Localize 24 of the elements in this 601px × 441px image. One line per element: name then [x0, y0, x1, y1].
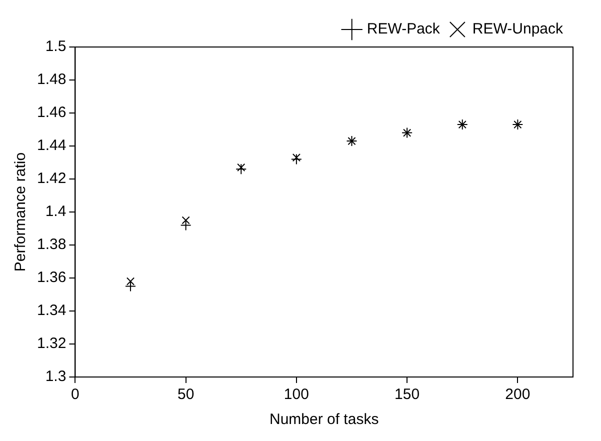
x-axis-title: Number of tasks: [269, 411, 379, 428]
point: [290, 154, 302, 165]
y-tick-label: 1.48: [36, 71, 66, 88]
y-tick-label: 1.38: [36, 236, 66, 254]
x-tick-label: 0: [71, 386, 80, 404]
y-tick-label: 1.36: [36, 269, 66, 286]
y-tick-label: 1.42: [36, 170, 66, 188]
point: [236, 164, 247, 175]
x-tick-label: 50: [177, 386, 194, 404]
y-tick-label: 1.3: [45, 368, 66, 386]
point: [180, 220, 192, 231]
x-tick-label: 100: [284, 386, 309, 404]
x-tick-label: 150: [394, 386, 420, 404]
y-tick-label: 1.5: [45, 38, 66, 56]
y-tick-label: 1.4: [45, 203, 66, 220]
y-tick-label: 1.34: [36, 302, 66, 320]
x-tick-label: 200: [505, 386, 530, 404]
y-tick-label: 1.46: [36, 104, 66, 122]
legend-label: REW-Pack: [366, 20, 440, 38]
y-axis-title: Performance ratio: [12, 152, 30, 272]
y-tick-label: 1.32: [36, 335, 66, 352]
y-tick-label: 1.44: [36, 137, 66, 154]
point: [125, 280, 136, 292]
legend-label: REW-Unpack: [472, 20, 564, 38]
